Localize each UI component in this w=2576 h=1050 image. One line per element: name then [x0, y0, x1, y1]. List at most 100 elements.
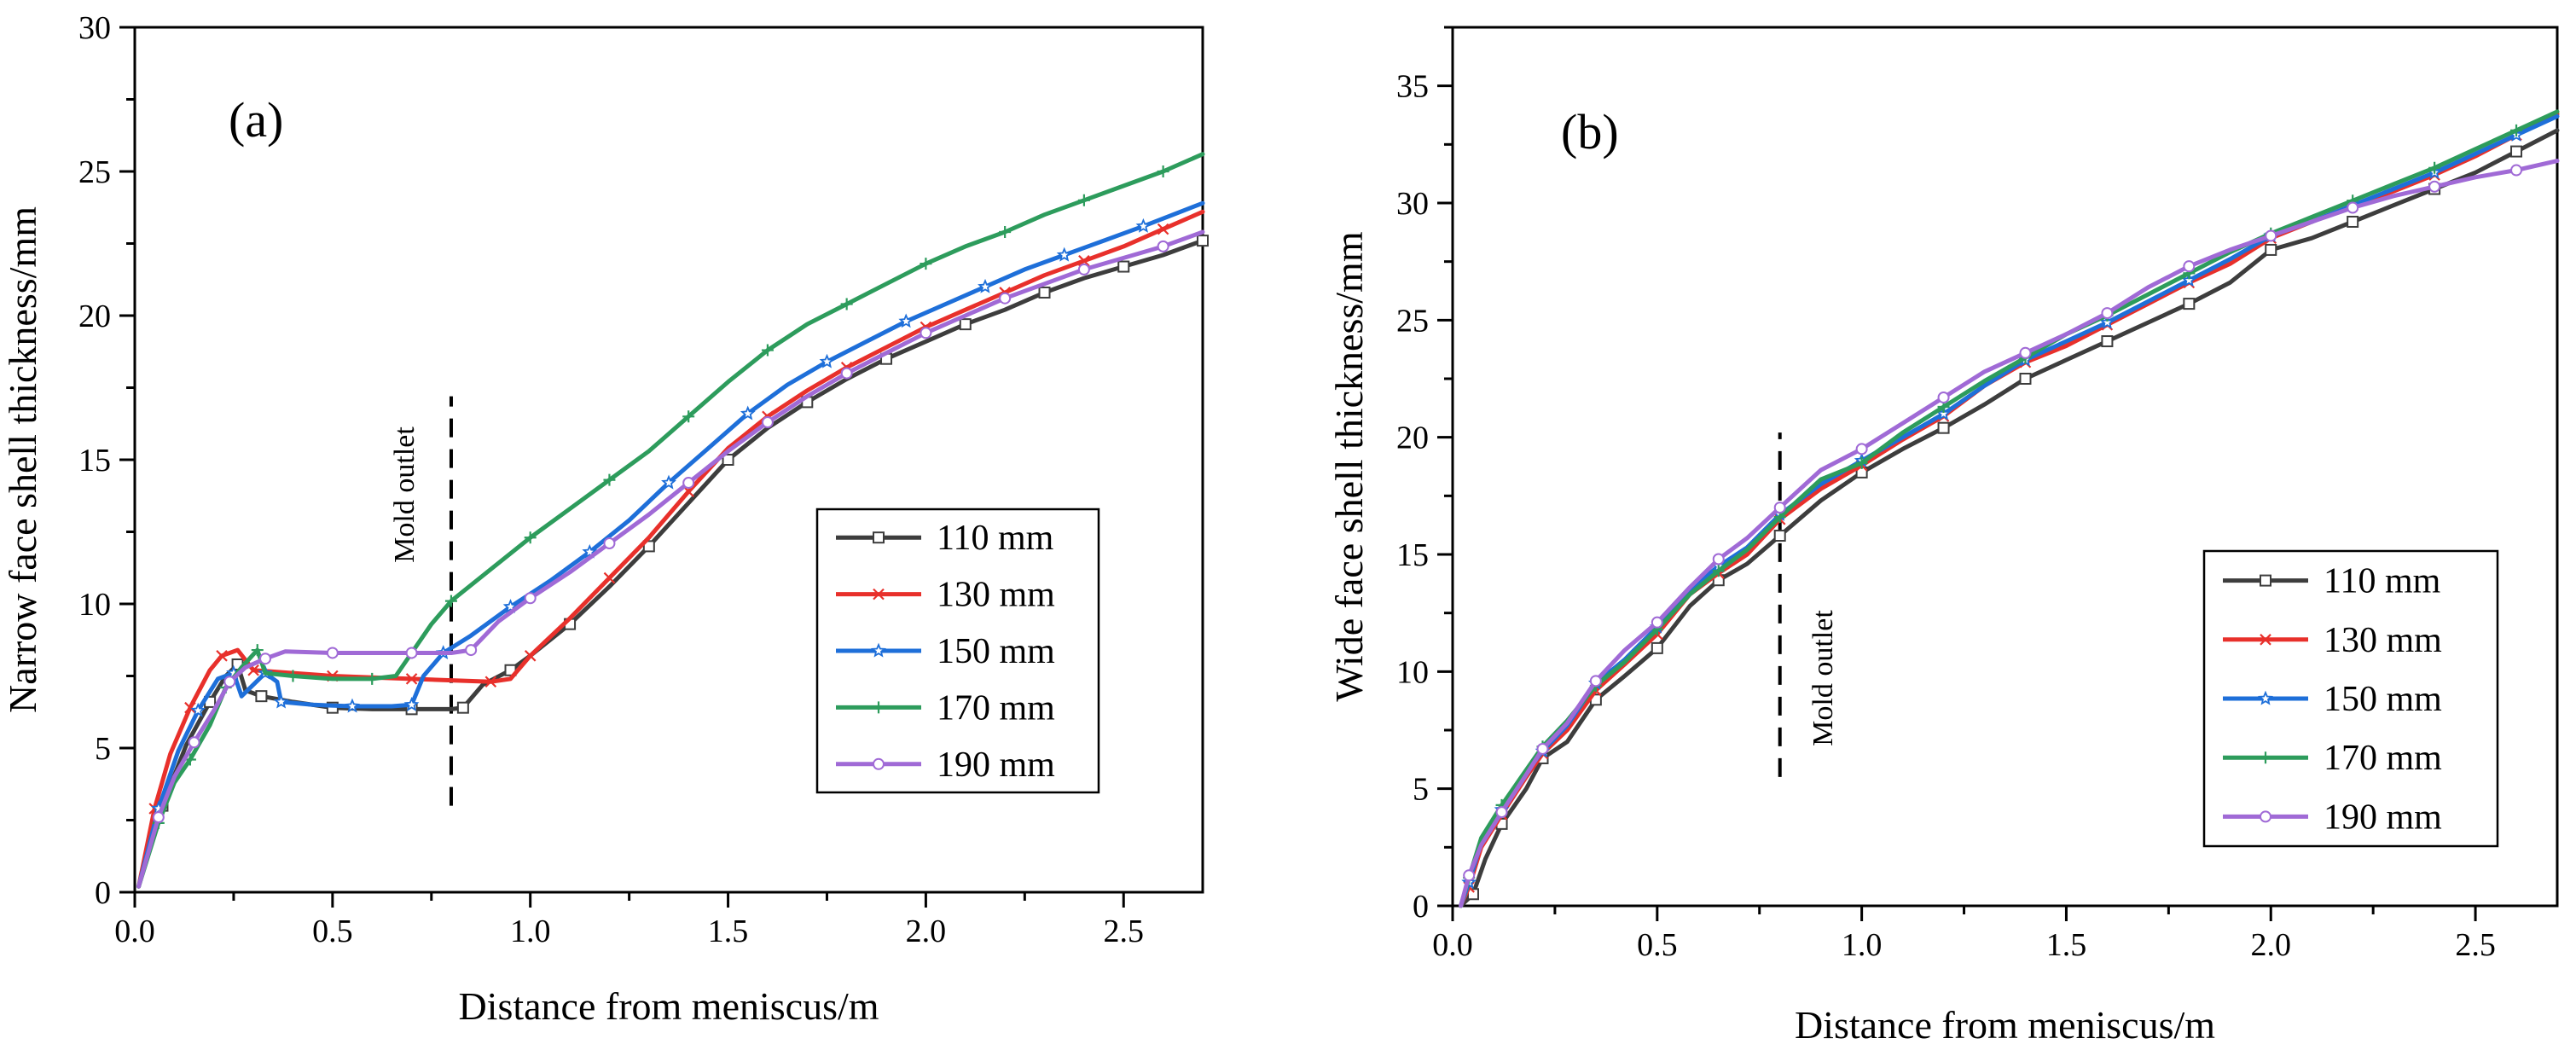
- x-tick-label: 2.0: [906, 914, 947, 949]
- series-130-mm: [136, 209, 1205, 889]
- data-point: [2265, 243, 2277, 256]
- y-tick-label: 35: [1396, 69, 1429, 105]
- data-point: [524, 650, 537, 662]
- x-tick-label: 2.5: [2455, 927, 2496, 963]
- data-point: [920, 327, 932, 339]
- data-point: [465, 644, 478, 657]
- data-point: [840, 298, 853, 310]
- data-point: [1038, 286, 1051, 299]
- panel-label: (a): [229, 92, 283, 148]
- series-150-mm: [136, 200, 1205, 889]
- data-point: [2347, 201, 2359, 214]
- series-line: [136, 229, 1205, 889]
- x-tick-label: 2.0: [2251, 927, 2292, 963]
- data-point: [2265, 229, 2277, 242]
- data-point: [2019, 346, 2032, 359]
- data-point: [190, 702, 206, 717]
- data-point: [1712, 553, 1725, 566]
- x-tick-label: 1.5: [2046, 927, 2087, 963]
- legend-swatch-marker: [2260, 574, 2271, 587]
- data-point: [1135, 218, 1152, 233]
- data-point: [2099, 314, 2115, 329]
- y-tick-label: 30: [1396, 186, 1429, 222]
- data-point: [999, 225, 1012, 238]
- legend-label: 130 mm: [937, 576, 1055, 615]
- data-point: [1937, 421, 1950, 434]
- data-point: [1077, 263, 1090, 276]
- data-point: [502, 599, 519, 613]
- data-point: [2428, 161, 2441, 174]
- data-point: [216, 650, 228, 662]
- data-point: [152, 811, 165, 824]
- data-point: [819, 353, 835, 368]
- plot-frame: [1451, 26, 2559, 908]
- legend-swatch-marker: [873, 701, 885, 714]
- data-point: [1651, 641, 1663, 654]
- panel-b: 0.0 0.5 1.0 1.5 2.0 2.5 0 5 10 15 20 25 30 35 Distance…: [1327, 26, 2560, 1047]
- data-point: [1937, 391, 1950, 403]
- data-point: [2101, 335, 2114, 348]
- data-point: [1197, 235, 1209, 247]
- data-point: [2183, 260, 2196, 273]
- data-point: [184, 701, 196, 714]
- data-point: [403, 696, 420, 711]
- data-point: [366, 672, 379, 685]
- data-point: [682, 410, 695, 423]
- data-point: [1157, 165, 1169, 177]
- data-point: [484, 676, 497, 688]
- panel-label: (b): [1561, 104, 1619, 160]
- data-point: [345, 698, 360, 713]
- mold-outlet-label: Mold outlet: [389, 426, 421, 563]
- data-point: [661, 474, 676, 490]
- x-tick-label: 1.0: [510, 914, 551, 949]
- series-line: [136, 209, 1205, 889]
- data-point: [1773, 530, 1786, 542]
- data-point: [2347, 215, 2359, 228]
- legend: 110 mm 130 mm 150 mm 170 mm 190 mm: [815, 508, 1100, 794]
- data-point: [223, 676, 236, 688]
- data-point: [740, 405, 756, 421]
- data-point: [1157, 240, 1169, 252]
- legend-label: 110 mm: [2324, 562, 2441, 601]
- data-point: [2510, 124, 2523, 136]
- legend-swatch-marker: [2260, 751, 2271, 764]
- data-point: [524, 592, 537, 605]
- data-point: [999, 292, 1012, 305]
- data-point: [1157, 223, 1169, 235]
- legend-label: 150 mm: [2324, 680, 2442, 719]
- data-point: [603, 537, 616, 550]
- data-point: [2183, 298, 2196, 310]
- data-point: [1495, 806, 1508, 819]
- data-point: [405, 647, 418, 659]
- y-axis-title: Narrow face shell thickness/mm: [1, 206, 44, 713]
- data-point: [682, 477, 695, 490]
- y-tick-label: 0: [1413, 889, 1429, 925]
- legend-label: 150 mm: [937, 632, 1055, 671]
- series-190-mm: [136, 229, 1205, 889]
- y-tick-label: 30: [78, 10, 111, 46]
- y-tick-label: 15: [78, 443, 111, 479]
- data-point: [1712, 565, 1725, 577]
- y-tick-label: 0: [95, 875, 111, 911]
- series-190-mm: [1459, 159, 2560, 908]
- x-tick-label: 1.5: [708, 914, 749, 949]
- x-tick-label: 2.5: [1104, 914, 1145, 949]
- data-point: [1536, 742, 1549, 755]
- data-point: [1589, 675, 1602, 687]
- y-tick-label: 15: [1396, 537, 1429, 573]
- y-tick-label: 5: [1413, 772, 1429, 808]
- panel-a: 0.0 0.5 1.0 1.5 2.0 2.5 0 5 10 15 20 25 30 Distance f…: [1, 10, 1209, 1028]
- legend-swatch-marker: [2260, 810, 2271, 823]
- data-point: [444, 595, 457, 607]
- data-point: [326, 647, 339, 659]
- data-point: [1463, 869, 1476, 882]
- x-tick-label: 0.5: [1637, 927, 1678, 963]
- data-point: [1117, 260, 1130, 273]
- data-point: [2428, 180, 2441, 193]
- y-tick-label: 20: [1396, 421, 1429, 456]
- data-point: [978, 278, 993, 293]
- y-tick-label: 10: [78, 587, 111, 623]
- data-point: [524, 531, 537, 544]
- data-point: [898, 313, 914, 328]
